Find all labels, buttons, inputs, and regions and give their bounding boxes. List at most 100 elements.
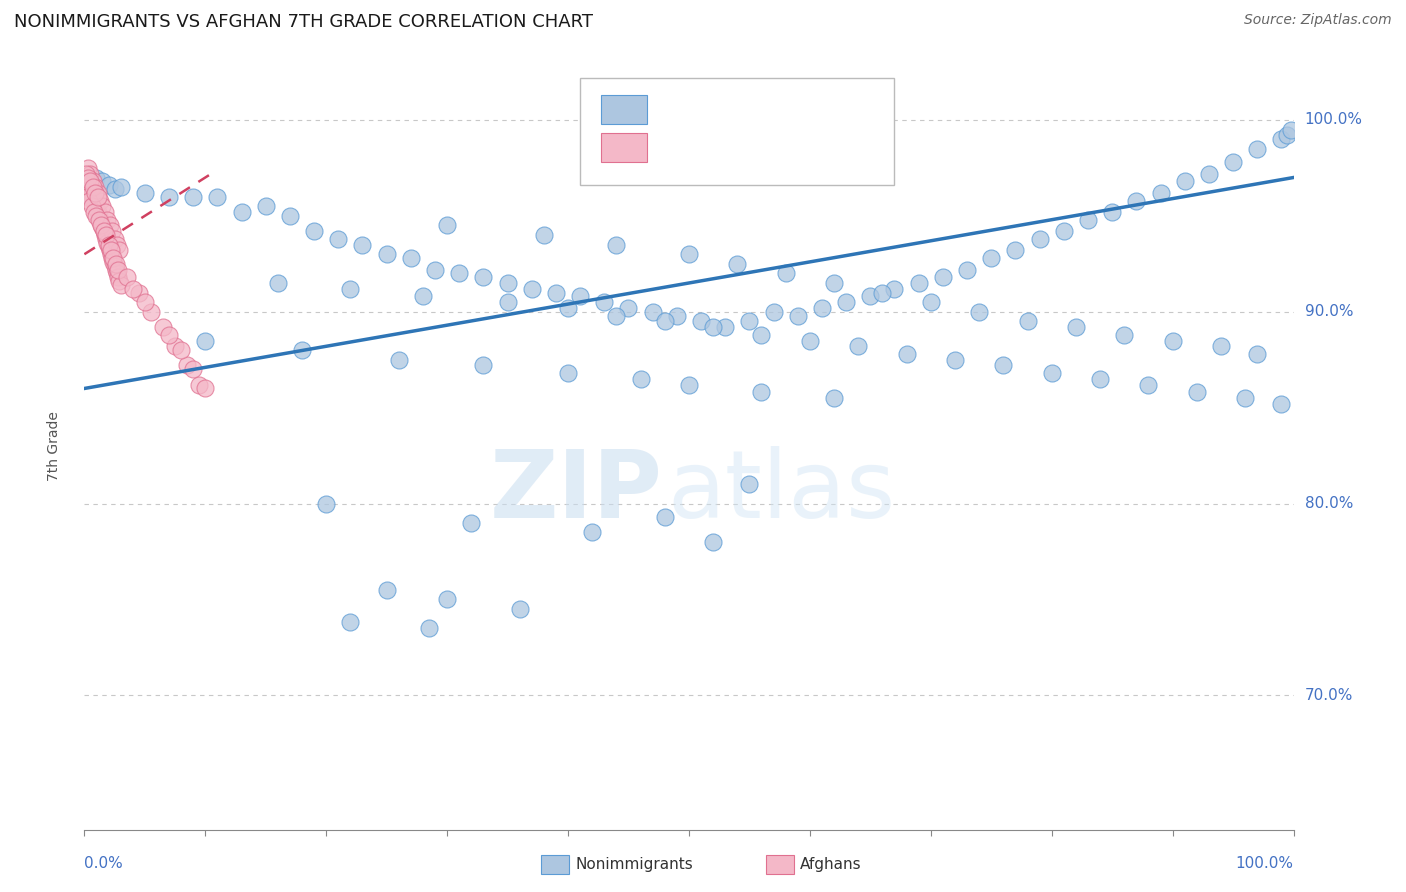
Point (188, 377, 211, 392)
Point (460, 516, 482, 530)
Point (412, 289, 434, 303)
Point (80, 186, 103, 200)
Point (557, 366, 579, 380)
Text: R = 0.538: R = 0.538 (661, 100, 752, 119)
Point (1279, 122, 1302, 136)
Point (83, 194, 105, 208)
Point (315, 496, 337, 510)
Point (472, 270, 495, 285)
Point (267, 276, 290, 290)
Point (1222, 155, 1244, 169)
Point (157, 189, 180, 203)
Point (134, 186, 156, 200)
Point (181, 362, 204, 376)
Point (170, 343, 193, 357)
Point (128, 285, 150, 300)
Point (605, 237, 627, 252)
Point (97, 237, 120, 252)
FancyBboxPatch shape (581, 78, 894, 186)
Point (581, 525, 603, 540)
Point (533, 228, 555, 243)
Point (98, 219, 121, 233)
Point (77, 170, 100, 185)
Point (823, 391, 845, 405)
Point (665, 309, 688, 323)
Point (105, 237, 128, 252)
Point (165, 339, 187, 353)
Point (751, 327, 773, 342)
Point (152, 320, 174, 334)
Text: NONIMMIGRANTS VS AFGHAN 7TH GRADE CORRELATION CHART: NONIMMIGRANTS VS AFGHAN 7TH GRADE CORREL… (14, 13, 593, 31)
Point (799, 334, 821, 348)
Point (617, 301, 640, 315)
Point (94, 205, 117, 219)
Point (105, 266, 128, 280)
Point (96, 235, 118, 250)
Point (920, 295, 942, 310)
Point (1077, 212, 1099, 227)
Point (786, 309, 808, 323)
Point (496, 276, 519, 290)
Point (496, 295, 519, 310)
Point (115, 270, 138, 285)
Point (980, 251, 1002, 265)
Point (1198, 167, 1220, 181)
Point (97, 178, 120, 193)
Point (89, 194, 111, 208)
Point (94, 228, 117, 243)
Point (103, 251, 125, 265)
Point (520, 282, 543, 296)
Point (107, 270, 129, 285)
Point (94, 232, 117, 246)
Point (1234, 391, 1257, 405)
Point (1149, 186, 1171, 200)
Point (896, 347, 918, 361)
Point (82, 180, 104, 194)
Point (993, 359, 1015, 373)
Point (79, 167, 101, 181)
Point (702, 320, 724, 334)
Point (96, 212, 118, 227)
Point (291, 343, 314, 357)
Point (375, 247, 398, 261)
Point (883, 282, 905, 296)
Point (104, 259, 127, 273)
Point (418, 621, 440, 635)
Point (1270, 132, 1292, 146)
Point (84, 197, 107, 211)
Point (1270, 397, 1292, 411)
Point (75, 167, 97, 181)
Point (108, 244, 131, 258)
Point (207, 189, 229, 203)
Point (1246, 142, 1268, 156)
Point (738, 314, 761, 328)
Point (1209, 339, 1232, 353)
Point (157, 327, 180, 342)
Point (859, 289, 882, 303)
Point (110, 277, 132, 292)
Point (956, 262, 979, 277)
Point (108, 274, 131, 288)
Point (605, 309, 627, 323)
Point (100, 244, 122, 258)
Point (76, 189, 98, 203)
Point (84, 186, 107, 200)
Point (1101, 205, 1123, 219)
Point (194, 381, 217, 395)
Point (93, 224, 115, 238)
Point (110, 180, 132, 194)
Point (654, 510, 676, 524)
Point (77, 174, 100, 188)
Text: ZIP: ZIP (489, 446, 662, 538)
Point (388, 352, 411, 367)
Point (738, 477, 761, 491)
Point (86, 170, 108, 185)
Point (94, 228, 117, 243)
Point (79, 174, 101, 188)
Text: 100.0%: 100.0% (1305, 112, 1362, 128)
Point (1174, 174, 1197, 188)
Point (811, 301, 834, 315)
Point (139, 304, 162, 318)
Point (569, 289, 592, 303)
Point (89, 212, 111, 227)
